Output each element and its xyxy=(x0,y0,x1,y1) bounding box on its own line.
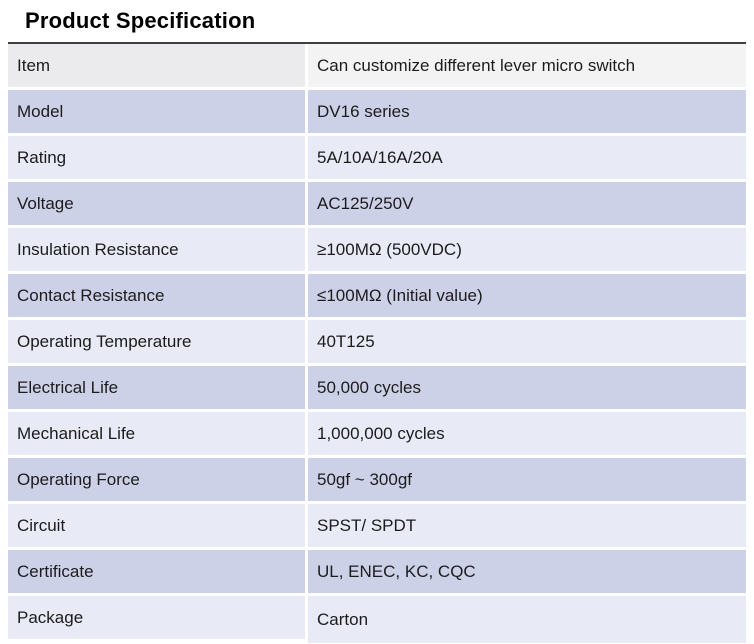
spec-value-cell: 50,000 cycles xyxy=(308,366,746,409)
table-row: Insulation Resistance ≥100MΩ (500VDC) xyxy=(8,228,746,271)
table-row: Operating Temperature 40T125 xyxy=(8,320,746,363)
table-row: Certificate UL, ENEC, KC, CQC xyxy=(8,550,746,593)
table-row: Operating Force 50gf ~ 300gf xyxy=(8,458,746,501)
spec-item-cell: Operating Force xyxy=(8,458,305,501)
spec-item-cell: Mechanical Life xyxy=(8,412,305,455)
spec-value-cell: DV16 series xyxy=(308,90,746,133)
spec-item-cell: Model xyxy=(8,90,305,133)
spec-value-cell: 1,000,000 cycles xyxy=(308,412,746,455)
table-row: Rating 5A/10A/16A/20A xyxy=(8,136,746,179)
table-row: Circuit SPST/ SPDT xyxy=(8,504,746,547)
spec-value-cell: 50gf ~ 300gf xyxy=(308,458,746,501)
spec-item-cell: Rating xyxy=(8,136,305,179)
table-row: Electrical Life 50,000 cycles xyxy=(8,366,746,409)
page-title: Product Specification xyxy=(25,8,256,33)
spec-value-cell: 5A/10A/16A/20A xyxy=(308,136,746,179)
spec-value-cell: Carton xyxy=(308,596,746,643)
spec-value-cell: 40T125 xyxy=(308,320,746,363)
table-row: Model DV16 series xyxy=(8,90,746,133)
spec-value-cell: UL, ENEC, KC, CQC xyxy=(308,550,746,593)
spec-item-cell: Electrical Life xyxy=(8,366,305,409)
spec-item-cell: Contact Resistance xyxy=(8,274,305,317)
spec-value-cell: ≤100MΩ (Initial value) xyxy=(308,274,746,317)
table-row: Mechanical Life 1,000,000 cycles xyxy=(8,412,746,455)
spec-item-cell: Circuit xyxy=(8,504,305,547)
header-value-cell: Can customize different lever micro swit… xyxy=(308,44,746,87)
table-header-row: Item Can customize different lever micro… xyxy=(8,44,746,87)
spec-value-cell: ≥100MΩ (500VDC) xyxy=(308,228,746,271)
spec-value-cell: SPST/ SPDT xyxy=(308,504,746,547)
spec-item-cell: Voltage xyxy=(8,182,305,225)
spec-value-cell: AC125/250V xyxy=(308,182,746,225)
header-item-cell: Item xyxy=(8,44,305,87)
spec-item-cell: Certificate xyxy=(8,550,305,593)
table-row: Contact Resistance ≤100MΩ (Initial value… xyxy=(8,274,746,317)
spec-item-cell: Operating Temperature xyxy=(8,320,305,363)
table-row: Voltage AC125/250V xyxy=(8,182,746,225)
specification-table: Item Can customize different lever micro… xyxy=(8,42,746,643)
spec-item-cell: Insulation Resistance xyxy=(8,228,305,271)
spec-item-cell: Package xyxy=(8,596,305,639)
table-row: Package Carton xyxy=(8,596,746,643)
